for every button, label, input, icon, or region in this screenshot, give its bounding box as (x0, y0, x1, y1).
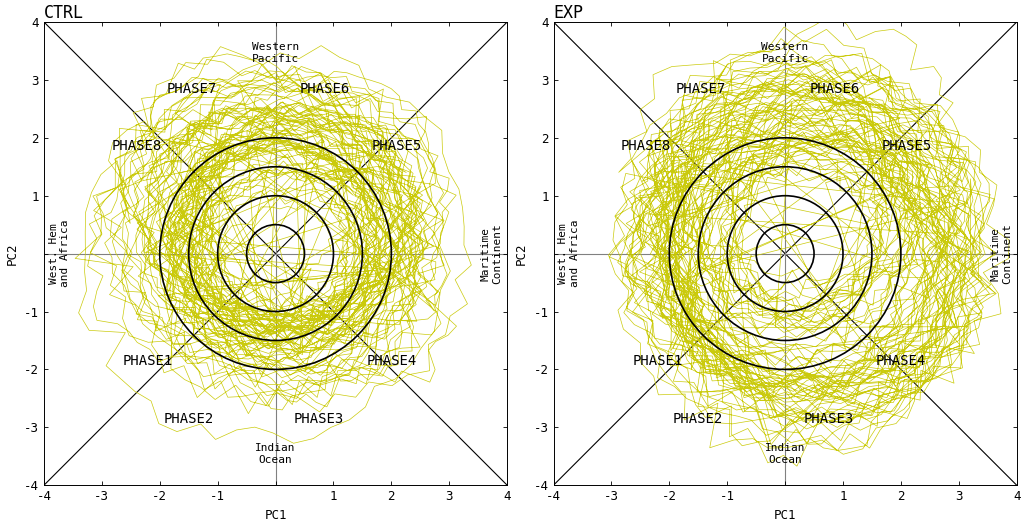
Text: West. Hem
and Africa: West. Hem and Africa (558, 220, 580, 287)
Text: PHASE1: PHASE1 (123, 354, 173, 368)
X-axis label: PC1: PC1 (774, 509, 796, 521)
Text: EXP: EXP (553, 4, 584, 22)
Text: PHASE5: PHASE5 (372, 140, 423, 153)
Text: CTRL: CTRL (44, 4, 84, 22)
Text: PHASE7: PHASE7 (676, 82, 726, 96)
Text: PHASE1: PHASE1 (633, 354, 683, 368)
Text: PHASE3: PHASE3 (293, 412, 344, 426)
Text: PHASE8: PHASE8 (621, 140, 671, 153)
Text: Indian
Ocean: Indian Ocean (764, 444, 805, 465)
Text: Maritime
Continent: Maritime Continent (481, 223, 503, 284)
Y-axis label: PC2: PC2 (515, 242, 528, 265)
Text: Western
Pacific: Western Pacific (761, 42, 808, 64)
Y-axis label: PC2: PC2 (5, 242, 18, 265)
X-axis label: PC1: PC1 (265, 509, 287, 521)
Text: PHASE6: PHASE6 (300, 82, 350, 96)
Text: PHASE8: PHASE8 (112, 140, 162, 153)
Text: PHASE6: PHASE6 (810, 82, 860, 96)
Text: PHASE7: PHASE7 (166, 82, 216, 96)
Text: PHASE4: PHASE4 (366, 354, 417, 368)
Text: PHASE2: PHASE2 (673, 412, 723, 426)
Text: PHASE2: PHASE2 (163, 412, 213, 426)
Text: PHASE4: PHASE4 (876, 354, 926, 368)
Text: Maritime
Continent: Maritime Continent (990, 223, 1012, 284)
Text: Indian
Ocean: Indian Ocean (255, 444, 295, 465)
Text: Western
Pacific: Western Pacific (252, 42, 300, 64)
Text: PHASE3: PHASE3 (803, 412, 854, 426)
Text: West. Hem
and Africa: West. Hem and Africa (48, 220, 70, 287)
Text: PHASE5: PHASE5 (881, 140, 932, 153)
